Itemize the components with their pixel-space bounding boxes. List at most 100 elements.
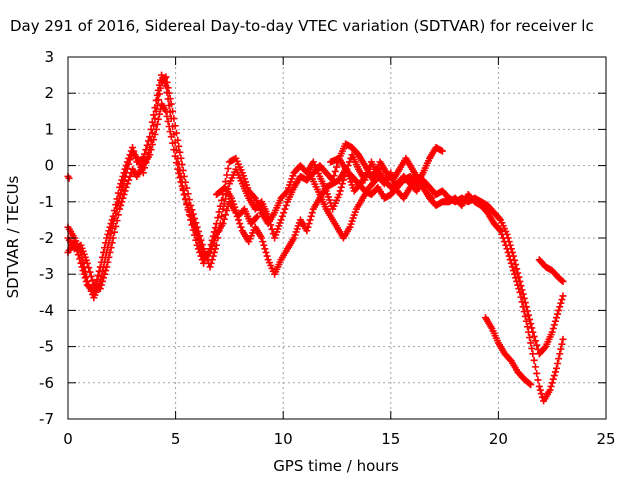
data-point [304, 223, 312, 231]
x-axis-label: GPS time / hours [273, 457, 399, 475]
data-point [172, 159, 180, 167]
data-point [108, 239, 116, 247]
data-point [208, 256, 216, 264]
data-point [151, 130, 159, 138]
x-tick-label: 0 [63, 430, 73, 448]
data-point [553, 314, 561, 322]
data-point [537, 390, 545, 398]
data-point [533, 369, 541, 377]
data-point [122, 183, 130, 191]
data-point [184, 204, 192, 212]
data-point [97, 258, 105, 266]
data-point [520, 294, 528, 302]
data-point [237, 223, 245, 231]
data-point [549, 325, 557, 332]
data-point [107, 220, 115, 228]
data-point [100, 248, 108, 256]
y-tick-label: -6 [39, 374, 54, 392]
data-point [119, 194, 127, 202]
data-point [153, 120, 161, 128]
data-point [97, 281, 105, 289]
data-point [93, 276, 101, 284]
data-point [112, 222, 120, 230]
data-point [558, 340, 566, 348]
data-point [426, 193, 434, 201]
data-point [180, 191, 188, 199]
data-point [546, 386, 554, 394]
data-point [100, 274, 108, 282]
data-point [331, 167, 339, 175]
data-point [118, 198, 126, 206]
data-point [194, 235, 202, 243]
data-point [526, 334, 534, 342]
data-point [371, 177, 379, 185]
data-point [551, 317, 559, 325]
data-point [508, 263, 516, 271]
data-point [98, 253, 106, 261]
data-point [109, 234, 117, 242]
data-point [181, 195, 189, 203]
data-point [153, 91, 161, 99]
data-point [164, 117, 172, 125]
data-point [521, 312, 529, 320]
data-point [86, 268, 94, 276]
data-point [119, 172, 127, 180]
data-point [218, 196, 226, 204]
x-tick-label: 20 [489, 430, 508, 448]
data-point [154, 86, 162, 94]
data-point [223, 206, 231, 214]
y-tick-label: -4 [39, 301, 54, 319]
y-tick-label: 3 [44, 48, 54, 66]
data-point [105, 253, 113, 261]
x-tick-label: 5 [171, 430, 181, 448]
data-point [165, 123, 173, 131]
y-tick-label: -3 [39, 265, 54, 283]
data-point [559, 277, 567, 285]
chart-title: Day 291 of 2016, Sidereal Day-to-day VTE… [10, 17, 594, 35]
data-point [529, 350, 537, 358]
data-point [174, 165, 182, 173]
y-tick-label: -5 [39, 338, 54, 356]
data-point [126, 172, 134, 180]
data-point [131, 151, 139, 159]
x-tick-label: 15 [381, 430, 400, 448]
data-point [150, 136, 158, 144]
data-point [130, 147, 138, 155]
data-point [525, 328, 533, 336]
data-point [535, 382, 543, 390]
data-point [556, 350, 564, 358]
data-point [116, 183, 124, 191]
data-point [171, 152, 179, 160]
data-point [530, 332, 538, 340]
data-point [206, 263, 214, 271]
data-point [110, 206, 118, 214]
data-point [260, 241, 268, 249]
data-point [77, 259, 85, 267]
data-point [505, 252, 513, 260]
data-point [506, 256, 514, 264]
data-point [556, 303, 564, 311]
data-point [548, 379, 556, 387]
data-point [96, 285, 104, 293]
data-point [117, 201, 125, 209]
data-point [212, 220, 220, 228]
data-point [519, 303, 527, 311]
data-point [177, 178, 185, 186]
data-point [123, 180, 131, 188]
data-point [216, 202, 224, 210]
data-point [307, 212, 315, 220]
data-point [162, 82, 170, 90]
data-point [511, 270, 519, 278]
data-point [176, 174, 184, 182]
data-point [120, 169, 128, 177]
data-point [303, 227, 311, 235]
data-point [514, 269, 522, 277]
data-point [263, 252, 271, 260]
data-point [105, 227, 113, 235]
data-point [557, 299, 565, 307]
data-point [516, 288, 524, 296]
data-point [536, 386, 544, 394]
data-point [82, 277, 90, 285]
data-point [547, 382, 555, 390]
data-point [103, 263, 111, 271]
